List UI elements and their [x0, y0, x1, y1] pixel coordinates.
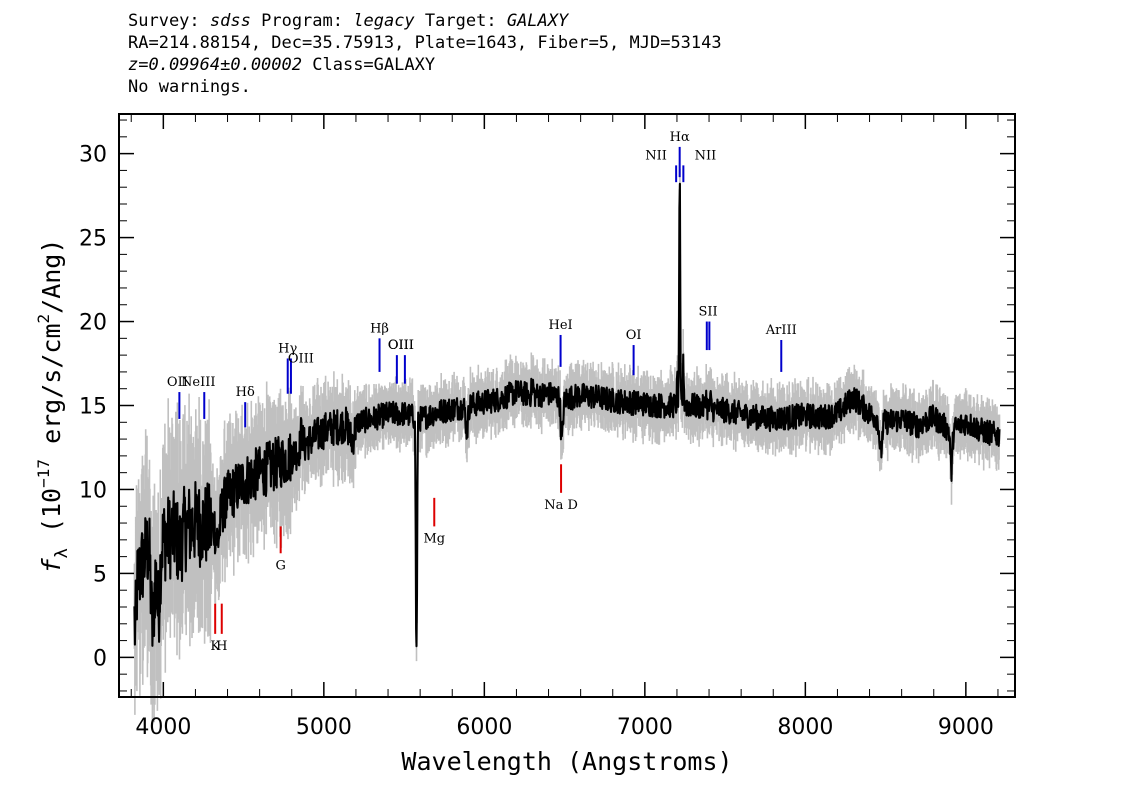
- absorption-line-label: Mg: [423, 531, 445, 546]
- y-axis-lambda: λ: [52, 548, 72, 558]
- absorption-line-label: Na D: [544, 498, 578, 513]
- x-tick-label: 9000: [938, 715, 994, 740]
- emission-line-label: NII: [695, 148, 717, 163]
- x-tick-label: 5000: [296, 715, 352, 740]
- y-tick-label: 10: [79, 478, 107, 503]
- emission-line-label: OIII: [388, 338, 414, 353]
- y-axis-mid: (10: [37, 488, 66, 548]
- error-band: [133, 169, 1001, 726]
- y-axis-f: f: [37, 557, 66, 573]
- x-tick-label: 8000: [777, 715, 833, 740]
- emission-line-label: ArIII: [765, 323, 797, 338]
- x-axis-title: Wavelength (Angstroms): [401, 747, 732, 776]
- emission-line-label: Hβ: [370, 321, 389, 336]
- coords-line: RA=214.88154, Dec=35.75913, Plate=1643, …: [128, 33, 722, 53]
- warnings-line: No warnings.: [128, 77, 251, 97]
- y-axis-end: /Ang): [37, 239, 66, 314]
- y-axis-exp2: 2: [34, 314, 53, 324]
- emission-line-label: OI: [626, 328, 642, 343]
- x-tick-label: 4000: [135, 715, 191, 740]
- survey-value: sdss: [209, 11, 251, 31]
- flux-line: [133, 182, 1001, 648]
- emission-line-label: Hδ: [236, 385, 255, 400]
- absorption-line-label: G: [276, 558, 286, 573]
- plot-frame: [118, 113, 1016, 698]
- emission-line-label: OII: [167, 375, 188, 390]
- spectrum-header: Survey: sdss Program: legacy Target: GAL…: [128, 10, 722, 98]
- emission-line-label: NII: [645, 148, 667, 163]
- emission-line-label: Hγ: [278, 342, 297, 357]
- survey-key: Survey:: [128, 11, 200, 31]
- y-tick-label: 5: [93, 562, 107, 587]
- emission-line-label: NeIII: [181, 375, 215, 390]
- emission-line-label: HeI: [549, 318, 573, 333]
- emission-line-label: OIII: [288, 352, 314, 367]
- y-tick-label: 20: [79, 311, 107, 336]
- emission-line-label: OIII: [388, 338, 414, 353]
- emission-line-label: SII: [699, 305, 718, 320]
- program-value: legacy: [353, 11, 415, 31]
- survey-line: Survey: sdss Program: legacy Target: GAL…: [128, 10, 722, 32]
- error-band-layer: [133, 169, 1001, 726]
- flux-layer: [133, 182, 1001, 648]
- y-axis-title: fλ (10−17 erg/s/cm2/Ang): [34, 239, 72, 574]
- class-value: Class=GALAXY: [312, 55, 436, 75]
- x-tick-label: 7000: [617, 715, 673, 740]
- program-key: Program:: [261, 11, 343, 31]
- redshift-value: z=0.09964±0.00002: [128, 55, 302, 75]
- target-key: Target:: [424, 11, 497, 31]
- y-tick-label: 25: [79, 227, 107, 252]
- absorption-line-label: K: [210, 639, 220, 654]
- x-tick-label: 6000: [456, 715, 512, 740]
- emission-line-label: Hα: [670, 130, 690, 145]
- y-tick-label: 0: [93, 646, 107, 671]
- y-tick-label: 15: [79, 395, 107, 420]
- axis-ticks-layer: 4000 5000 6000 7000 8000 9000 0 5 10 15 20 25 30: [79, 115, 1014, 740]
- y-tick-label: 30: [79, 143, 107, 168]
- absorption-line-label: H: [216, 639, 227, 654]
- target-value: GALAXY: [506, 11, 569, 31]
- redshift-line: z=0.09964±0.00002 Class=GALAXY: [128, 54, 722, 76]
- y-axis-mid2: erg/s/cm: [37, 324, 66, 459]
- spectral-lines-layer: OIINeIIIHδHγOIIIHβOIIIOIIIHeIOINIIHαNIIS…: [167, 130, 797, 654]
- y-axis-exp: −17: [34, 459, 53, 488]
